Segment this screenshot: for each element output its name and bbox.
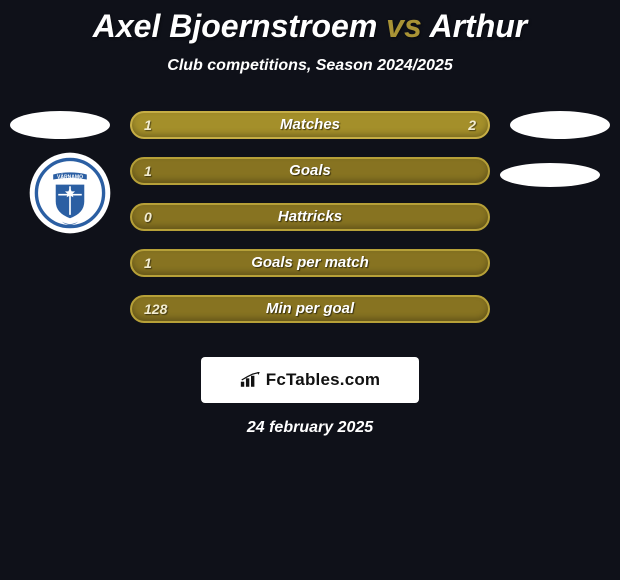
- stat-bars: 1Matches2 1Goals 0Hattricks 1Goals per matc…: [130, 111, 490, 341]
- stat-label: Goals: [132, 159, 488, 183]
- club-crest-icon: VÄRNAMO: [28, 151, 112, 235]
- player-a-club-badge: VÄRNAMO: [28, 151, 112, 235]
- player-b-name: Arthur: [429, 8, 527, 44]
- vs-separator: vs: [386, 8, 422, 44]
- stat-row-goals-per-match: 1Goals per match: [130, 249, 490, 277]
- stat-label: Hattricks: [132, 205, 488, 229]
- player-a-name: Axel Bjoernstroem: [93, 8, 378, 44]
- stat-label: Goals per match: [132, 251, 488, 275]
- player-b-photo-placeholder: [510, 111, 610, 139]
- player-b-club-placeholder: [500, 163, 600, 187]
- subtitle: Club competitions, Season 2024/2025: [0, 57, 620, 75]
- stat-row-hattricks: 0Hattricks: [130, 203, 490, 231]
- svg-text:VÄRNAMO: VÄRNAMO: [57, 174, 83, 181]
- branding-text: FcTables.com: [266, 370, 381, 390]
- stat-label: Matches: [132, 113, 488, 137]
- stat-row-goals: 1Goals: [130, 157, 490, 185]
- branding-badge: FcTables.com: [201, 357, 419, 403]
- player-a-photo-placeholder: [10, 111, 110, 139]
- stat-row-matches: 1Matches2: [130, 111, 490, 139]
- date-stamp: 24 february 2025: [0, 419, 620, 437]
- comparison-title: Axel Bjoernstroem vs Arthur: [0, 0, 620, 45]
- chart-icon: [240, 372, 262, 388]
- stat-label: Min per goal: [132, 297, 488, 321]
- stat-row-min-per-goal: 128Min per goal: [130, 295, 490, 323]
- stat-right-value: 2: [468, 113, 476, 137]
